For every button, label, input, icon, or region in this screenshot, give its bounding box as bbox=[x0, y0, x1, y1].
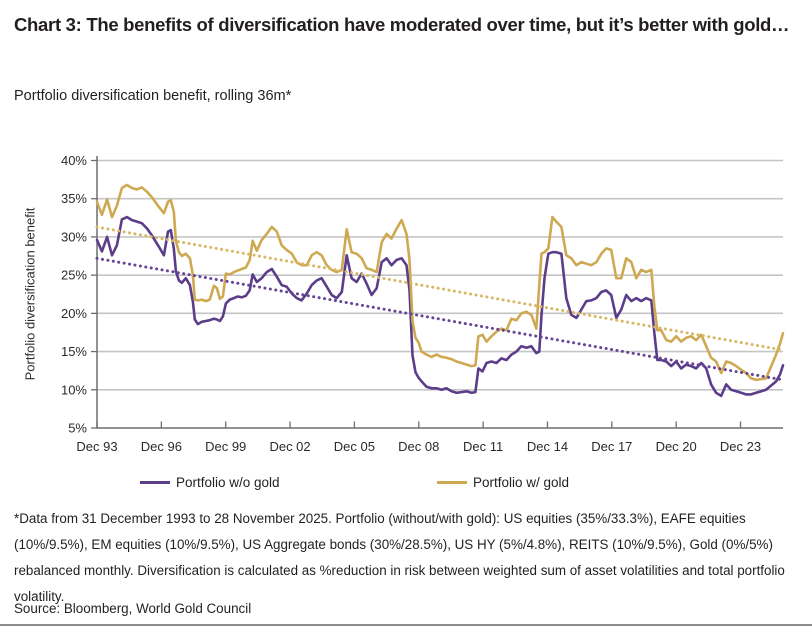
x-tick-label: Dec 05 bbox=[334, 439, 375, 454]
purple-line-swatch bbox=[140, 481, 170, 484]
x-tick-labels: Dec 93 Dec 96 Dec 99 Dec 02 Dec 05 Dec 08 Dec … bbox=[76, 421, 761, 454]
legend-label-with-gold: Portfolio w/ gold bbox=[473, 475, 570, 490]
x-tick-label: Dec 02 bbox=[269, 439, 310, 454]
y-tick-label: 35% bbox=[61, 191, 87, 206]
legend-label-without-gold: Portfolio w/o gold bbox=[176, 475, 280, 490]
y-gridlines bbox=[91, 159, 783, 429]
y-tick-label: 5% bbox=[68, 421, 87, 436]
x-tick-label: Dec 23 bbox=[720, 439, 761, 454]
y-tick-label: 25% bbox=[61, 268, 87, 283]
x-tick-label: Dec 14 bbox=[527, 439, 568, 454]
source-line: Source: Bloomberg, World Gold Council bbox=[14, 601, 252, 616]
x-tick-label: Dec 11 bbox=[463, 439, 503, 454]
y-tick-label: 40% bbox=[61, 153, 87, 168]
gold-line-swatch bbox=[437, 481, 467, 484]
y-tick-label: 20% bbox=[61, 306, 87, 321]
trendline-without-gold bbox=[95, 256, 785, 382]
x-tick-label: Dec 96 bbox=[141, 439, 182, 454]
y-tick-label: 10% bbox=[61, 382, 87, 397]
x-tick-label: Dec 08 bbox=[398, 439, 439, 454]
bottom-divider bbox=[0, 624, 812, 626]
x-tick-label: Dec 17 bbox=[591, 439, 632, 454]
legend-item-without-gold: Portfolio w/o gold bbox=[140, 475, 280, 490]
chart-title: Chart 3: The benefits of diversification… bbox=[14, 14, 790, 35]
y-tick-label: 15% bbox=[61, 344, 87, 359]
y-axis-title: Portfolio diversification benefit bbox=[22, 207, 38, 381]
x-tick-label: Dec 20 bbox=[656, 439, 697, 454]
y-tick-labels: 5% 10% 15% 20% 25% 30% 35% 40% bbox=[61, 153, 87, 436]
chart-footnote: *Data from 31 December 1993 to 28 Novemb… bbox=[14, 511, 785, 604]
chart-subtitle: Portfolio diversification benefit, rolli… bbox=[14, 88, 292, 104]
series-line-without-gold bbox=[95, 215, 785, 398]
trendline-with-gold bbox=[95, 225, 785, 352]
chart-legend: Portfolio w/o gold Portfolio w/ gold bbox=[0, 475, 812, 495]
legend-item-with-gold: Portfolio w/ gold bbox=[437, 475, 569, 490]
series-line-with-gold bbox=[95, 183, 785, 382]
y-tick-label: 30% bbox=[61, 229, 87, 244]
x-tick-label: Dec 93 bbox=[76, 439, 117, 454]
x-tick-label: Dec 99 bbox=[205, 439, 246, 454]
